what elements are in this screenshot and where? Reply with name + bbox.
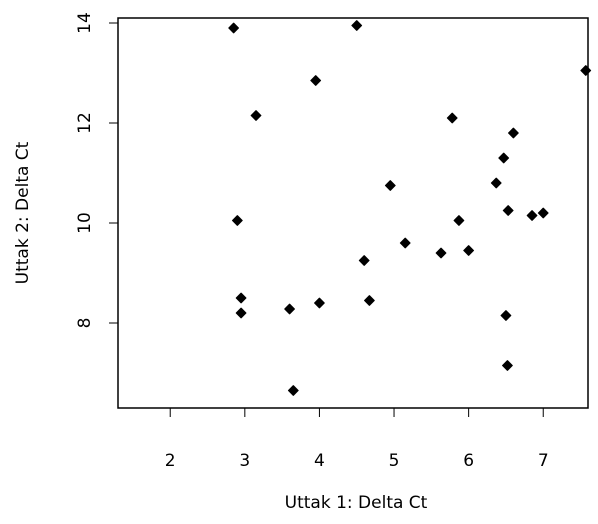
data-point: [228, 22, 240, 34]
data-point: [453, 215, 465, 226]
x-tick-label: 5: [389, 451, 400, 471]
data-point: [384, 180, 396, 191]
data-points: [228, 20, 592, 396]
x-tick-label: 2: [165, 451, 176, 471]
x-axis: 2 3 4 5 6 7: [165, 407, 549, 471]
data-point: [310, 75, 322, 86]
x-tick-label: 3: [239, 451, 250, 471]
x-axis-title: Uttak 1: Delta Ct: [285, 493, 428, 513]
data-point: [580, 65, 592, 76]
y-tick-label: 14: [75, 12, 95, 34]
y-tick-label: 8: [75, 318, 95, 329]
data-point: [358, 255, 370, 266]
data-point: [500, 310, 512, 321]
data-point: [446, 112, 458, 124]
x-tick-label: 4: [314, 451, 325, 471]
data-point: [435, 247, 447, 259]
data-point: [502, 205, 514, 216]
data-point: [507, 127, 519, 139]
x-tick-label: 7: [538, 451, 549, 471]
data-point: [526, 210, 538, 221]
data-point: [498, 152, 510, 164]
x-tick-label: 6: [463, 451, 474, 471]
data-point: [287, 385, 299, 396]
data-point: [231, 215, 243, 226]
y-tick-label: 12: [75, 112, 95, 134]
data-point: [250, 110, 262, 121]
plot-frame: [117, 17, 589, 409]
data-point: [399, 237, 411, 249]
data-point: [314, 297, 325, 309]
y-axis-title: Uttak 2: Delta Ct: [13, 141, 33, 284]
data-point: [537, 207, 549, 219]
data-point: [463, 245, 475, 256]
data-point: [235, 307, 247, 319]
data-point: [490, 177, 502, 189]
data-point: [284, 303, 295, 315]
data-point: [351, 20, 363, 31]
data-point: [235, 292, 247, 304]
data-point: [364, 295, 375, 306]
y-tick-label: 10: [75, 212, 95, 234]
y-axis: 8 10 12 14: [75, 12, 119, 329]
data-point: [502, 360, 513, 371]
